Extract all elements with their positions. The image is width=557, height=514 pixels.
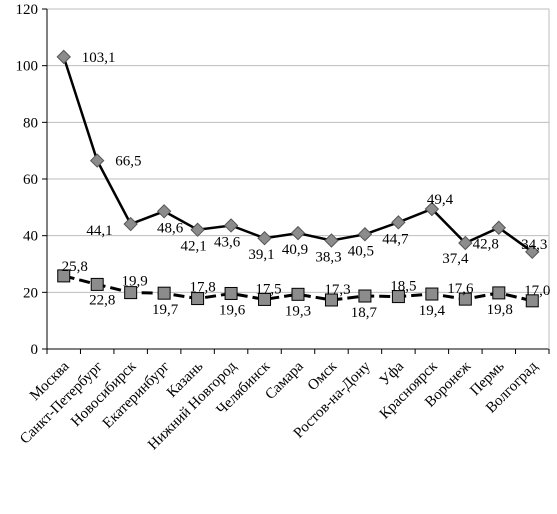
data-label: 66,5 <box>115 154 141 170</box>
diamond-marker <box>56 49 71 65</box>
diamond-marker <box>391 215 406 230</box>
y-tick-label: 120 <box>16 2 39 18</box>
data-label: 42,1 <box>180 239 206 255</box>
diamond-marker <box>223 218 239 233</box>
data-label: 18,7 <box>351 305 378 321</box>
square-marker <box>90 277 104 291</box>
y-tick-label: 100 <box>16 59 39 75</box>
diamond-marker <box>290 225 306 241</box>
data-label: 17,5 <box>255 281 281 297</box>
data-label: 18,5 <box>390 279 416 295</box>
square-marker <box>391 290 405 304</box>
data-label: 48,6 <box>157 220 184 236</box>
y-tick-label: 80 <box>23 115 38 131</box>
data-label: 19,7 <box>152 302 179 318</box>
square-marker <box>157 286 171 300</box>
data-label: 39,1 <box>248 247 274 263</box>
data-label: 17,3 <box>324 282 350 298</box>
data-label: 38,3 <box>315 249 341 265</box>
square-marker <box>358 289 372 303</box>
square-marker <box>191 292 205 306</box>
diamond-marker <box>257 231 272 246</box>
square-marker <box>525 294 539 308</box>
data-label: 44,7 <box>382 231 409 247</box>
y-tick-label: 20 <box>23 285 38 301</box>
square-marker <box>224 286 238 300</box>
data-label: 40,5 <box>348 243 374 259</box>
diamond-marker <box>525 244 540 260</box>
square-marker <box>324 293 338 307</box>
data-label: 19,9 <box>122 274 148 290</box>
x-category-label: Самара <box>262 358 307 403</box>
square-marker <box>291 287 305 301</box>
y-tick-label: 60 <box>23 172 38 188</box>
x-category-labels: МоскваСанкт-ПетербургНовосибирскЕкатерин… <box>17 358 541 453</box>
square-marker <box>458 292 472 306</box>
square-marker <box>258 292 272 306</box>
square-marker <box>57 269 71 283</box>
data-label: 25,8 <box>62 259 88 275</box>
y-tick-label: 0 <box>31 342 39 358</box>
grid-lines <box>47 8 549 293</box>
data-label: 44,1 <box>86 223 112 239</box>
diamond-marker <box>458 235 473 251</box>
data-label: 34,3 <box>521 237 547 253</box>
square-marker <box>124 286 138 300</box>
data-label: 17,6 <box>447 281 474 297</box>
axes <box>42 8 550 354</box>
data-label: 42,8 <box>473 237 499 253</box>
square-marker <box>492 286 506 300</box>
data-label: 17,0 <box>524 283 550 299</box>
data-label: 19,8 <box>487 302 513 318</box>
data-label: 49,4 <box>427 192 454 208</box>
series-2-line <box>63 274 533 303</box>
diamond-marker <box>424 201 440 217</box>
data-label: 22,8 <box>89 292 115 308</box>
data-label: 19,4 <box>419 303 446 319</box>
data-label: 19,6 <box>219 302 246 318</box>
diamond-marker <box>89 153 105 168</box>
data-label: 43,6 <box>214 234 241 250</box>
data-label: 19,3 <box>285 303 311 319</box>
diamond-marker <box>190 222 205 237</box>
square-marker <box>425 287 439 301</box>
data-label: 40,9 <box>282 242 308 258</box>
diamond-marker <box>491 220 507 235</box>
data-label: 37,4 <box>442 251 469 267</box>
diamond-marker <box>123 216 138 232</box>
diamond-marker <box>156 204 172 219</box>
data-label: 17,8 <box>189 280 215 296</box>
y-tick-labels: 0 20 40 60 80 100 120 <box>16 2 39 358</box>
diamond-marker <box>324 233 339 248</box>
data-label: 103,1 <box>82 50 116 66</box>
series-group <box>56 49 540 308</box>
y-tick-label: 40 <box>23 229 38 245</box>
data-labels: 103,1 66,5 44,1 48,6 42,1 43,6 39,1 40,9 38,3 40,… <box>62 50 551 321</box>
diamond-marker <box>357 227 373 242</box>
